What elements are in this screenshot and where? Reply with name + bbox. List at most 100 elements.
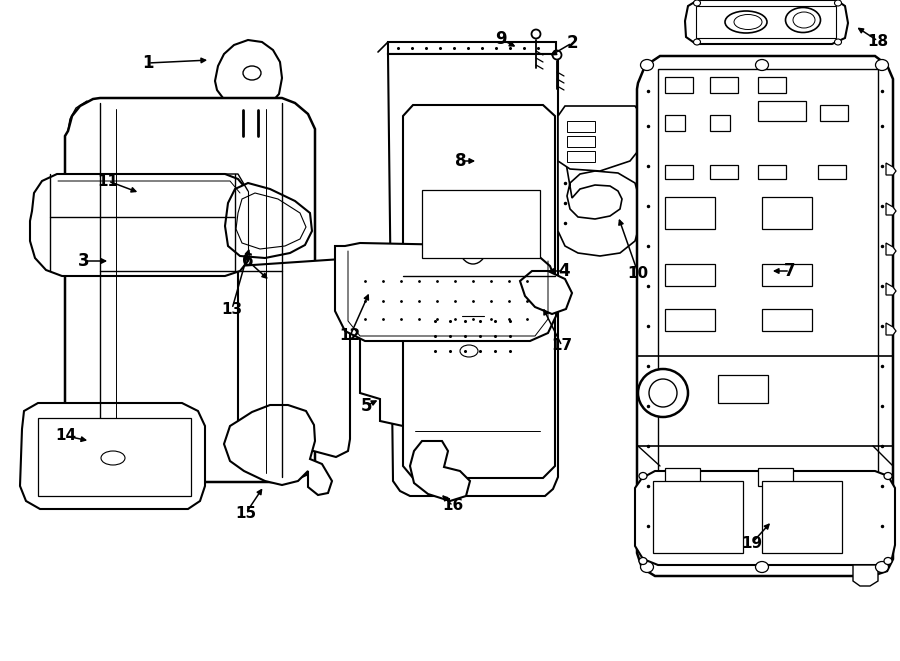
Ellipse shape (834, 39, 842, 45)
Bar (762, 264, 812, 286)
Ellipse shape (641, 59, 653, 71)
Bar (820, 105, 848, 121)
Bar (718, 375, 768, 403)
Polygon shape (403, 105, 555, 478)
Polygon shape (215, 40, 282, 110)
Text: 2: 2 (566, 34, 578, 52)
Polygon shape (225, 183, 312, 258)
Ellipse shape (532, 30, 541, 38)
Polygon shape (558, 106, 642, 171)
Ellipse shape (459, 228, 487, 264)
Polygon shape (886, 163, 896, 175)
Ellipse shape (755, 561, 769, 572)
Polygon shape (410, 441, 470, 501)
Polygon shape (65, 98, 315, 482)
Text: 11: 11 (97, 173, 119, 188)
Polygon shape (238, 259, 350, 457)
Ellipse shape (694, 0, 700, 6)
Ellipse shape (786, 7, 821, 32)
Polygon shape (886, 203, 896, 215)
Ellipse shape (641, 561, 653, 572)
Bar (665, 165, 693, 179)
Text: 13: 13 (221, 301, 243, 317)
Bar (665, 264, 715, 286)
Ellipse shape (793, 12, 815, 28)
Text: 5: 5 (360, 397, 372, 415)
Text: 17: 17 (552, 338, 572, 354)
Ellipse shape (725, 11, 767, 33)
Bar (665, 309, 715, 331)
Bar (567, 136, 595, 147)
Text: 15: 15 (236, 506, 256, 520)
Bar (710, 115, 730, 131)
Bar (665, 197, 715, 229)
Bar (665, 77, 693, 93)
Polygon shape (236, 193, 306, 249)
Polygon shape (335, 243, 558, 341)
Bar (422, 190, 540, 258)
Text: 3: 3 (78, 252, 90, 270)
Ellipse shape (884, 557, 892, 564)
Text: 18: 18 (868, 34, 888, 48)
Polygon shape (853, 565, 878, 586)
Polygon shape (388, 54, 558, 496)
Polygon shape (20, 403, 205, 509)
Ellipse shape (639, 557, 647, 564)
Ellipse shape (243, 66, 261, 80)
Bar (762, 197, 812, 229)
Polygon shape (360, 265, 410, 426)
Text: 9: 9 (495, 30, 507, 48)
Bar (758, 165, 786, 179)
Polygon shape (886, 243, 896, 255)
Polygon shape (658, 69, 878, 561)
Polygon shape (886, 323, 896, 335)
Text: 8: 8 (455, 152, 467, 170)
Text: 10: 10 (627, 266, 649, 280)
Polygon shape (30, 174, 268, 276)
Text: 1: 1 (142, 54, 154, 72)
Ellipse shape (694, 39, 700, 45)
Ellipse shape (755, 59, 769, 71)
Polygon shape (224, 405, 332, 495)
Text: 19: 19 (742, 535, 762, 551)
Polygon shape (696, 6, 836, 38)
Ellipse shape (834, 0, 842, 6)
Bar (665, 115, 685, 131)
Bar (567, 121, 595, 132)
Bar (38, 418, 191, 496)
Ellipse shape (101, 451, 125, 465)
Ellipse shape (638, 369, 688, 417)
Ellipse shape (884, 473, 892, 479)
Bar (758, 101, 806, 121)
Bar (710, 165, 738, 179)
Bar (653, 481, 743, 553)
Bar (665, 468, 700, 486)
Bar (710, 77, 738, 93)
Bar (758, 77, 786, 93)
Polygon shape (637, 56, 893, 576)
Text: 6: 6 (242, 252, 254, 270)
Polygon shape (685, 0, 848, 44)
Ellipse shape (460, 345, 478, 357)
Ellipse shape (876, 59, 888, 71)
Ellipse shape (553, 50, 562, 59)
Bar (567, 151, 595, 162)
Bar (758, 468, 793, 486)
Polygon shape (886, 283, 896, 295)
Ellipse shape (734, 15, 762, 30)
Bar (762, 481, 842, 553)
Polygon shape (520, 271, 572, 314)
Bar (762, 309, 812, 331)
Text: 14: 14 (56, 428, 76, 444)
Text: 12: 12 (339, 329, 361, 344)
Text: 7: 7 (784, 262, 796, 280)
Ellipse shape (649, 379, 677, 407)
Ellipse shape (876, 561, 888, 572)
Polygon shape (388, 42, 556, 54)
Polygon shape (635, 471, 895, 565)
Text: 16: 16 (443, 498, 464, 514)
Bar (818, 165, 846, 179)
Ellipse shape (639, 473, 647, 479)
Polygon shape (558, 116, 640, 256)
Text: 4: 4 (558, 262, 570, 280)
